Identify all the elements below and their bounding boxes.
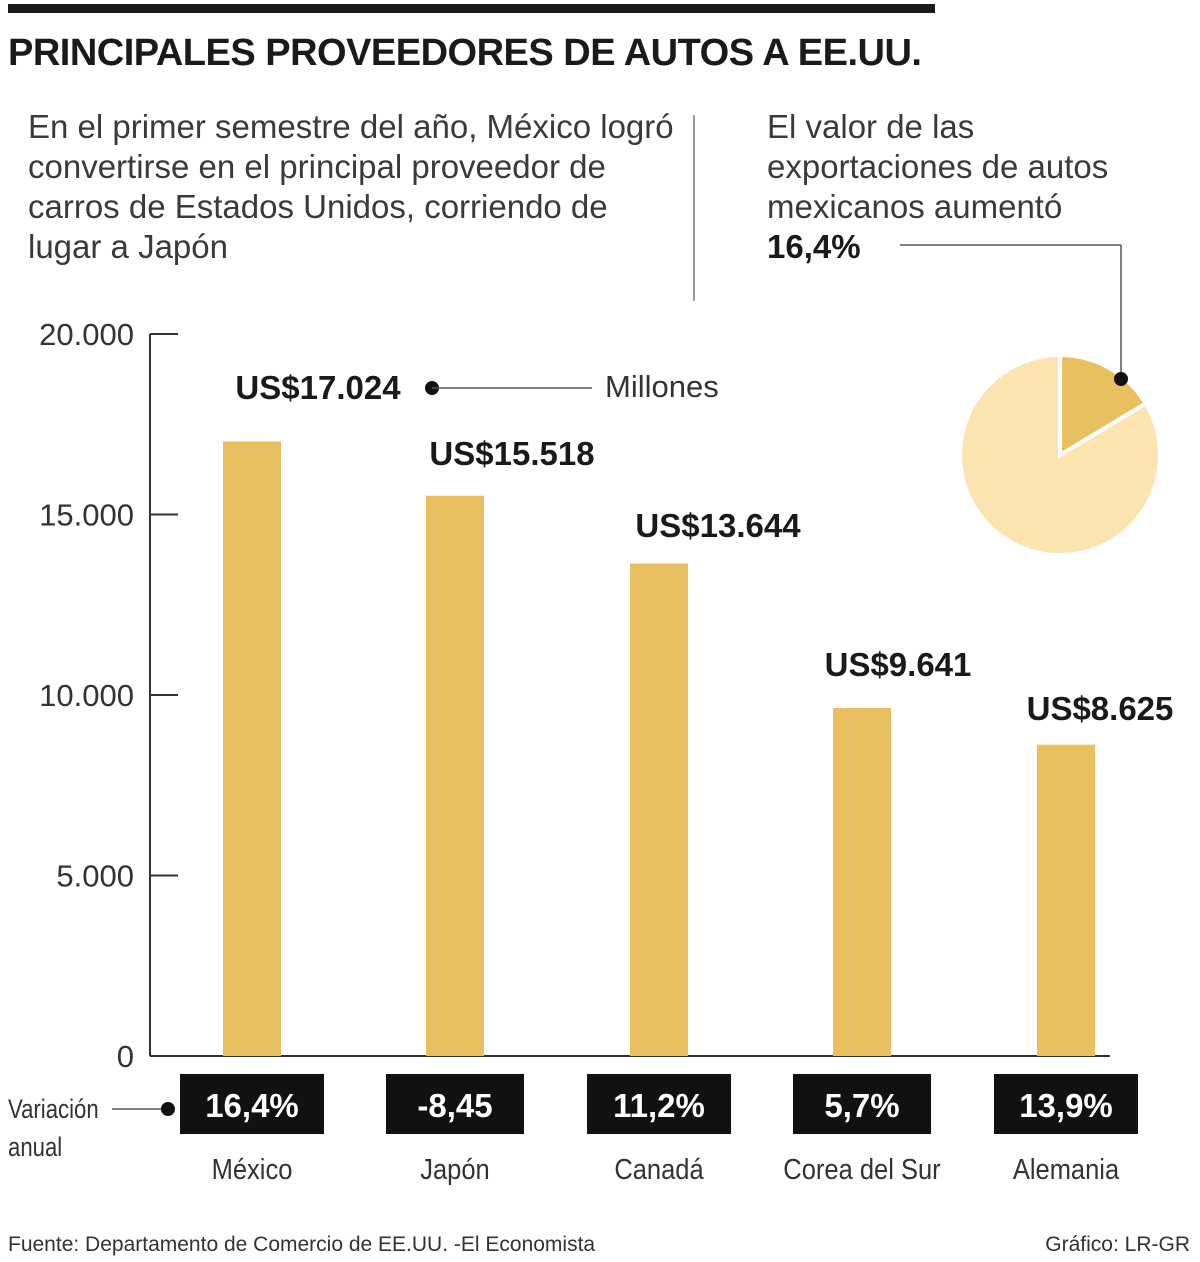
bar: [223, 441, 281, 1056]
intro-text: En el primer semestre del año, México lo…: [28, 108, 674, 265]
category-label: Alemania: [1013, 1152, 1120, 1185]
bar-value-label: US$8.625: [1027, 690, 1174, 727]
y-tick-label: 5.000: [56, 859, 134, 894]
annual-change-value: 11,2%: [613, 1087, 705, 1124]
annual-change-label: Variación anual: [8, 1094, 99, 1162]
bar: [630, 563, 688, 1056]
annual-change-box: [180, 1074, 324, 1134]
bar: [1037, 744, 1095, 1056]
bar: [426, 495, 484, 1057]
pie-note: El valor de las exportaciones de autos m…: [767, 107, 1187, 267]
pie-leader-dot: [1114, 372, 1128, 386]
category-label: Canadá: [614, 1152, 704, 1185]
annual-change-box: [587, 1074, 731, 1134]
annual-change-leader-dot: [161, 1102, 175, 1116]
credit-note: Gráfico: LR-GR: [1045, 1233, 1190, 1256]
annual-change-value: -8,45: [417, 1087, 492, 1124]
bar-value-label: US$9.641: [825, 646, 972, 683]
annual-change-value: 13,9%: [1019, 1087, 1113, 1124]
annual-change-box: [386, 1074, 524, 1134]
bar-value-label: US$17.024: [235, 369, 401, 406]
source-note: Fuente: Departamento de Comercio de EE.U…: [8, 1233, 596, 1256]
pie-note-text: El valor de las exportaciones de autos m…: [767, 108, 1109, 225]
vertical-divider: [693, 115, 695, 301]
pie-note-value: 16,4%: [767, 228, 861, 265]
annual-change-box: [793, 1074, 931, 1134]
category-label: México: [212, 1152, 293, 1185]
category-label: Japón: [420, 1152, 489, 1185]
y-tick-label: 0: [117, 1039, 134, 1074]
y-tick-label: 20.000: [39, 317, 134, 352]
annual-change-value: 5,7%: [824, 1087, 899, 1124]
pie-slice: [958, 352, 1162, 557]
annual-change-value: 16,4%: [205, 1087, 299, 1124]
page-title: PRINCIPALES PROVEEDORES DE AUTOS A EE.UU…: [8, 32, 922, 74]
annual-change-box: [994, 1074, 1138, 1134]
bar-value-label: US$15.518: [429, 435, 594, 472]
category-label: Corea del Sur: [783, 1152, 940, 1185]
unit-label: Millones: [605, 369, 719, 404]
bar-value-label: US$13.644: [635, 507, 801, 544]
y-tick-label: 10.000: [39, 678, 134, 713]
bar: [833, 707, 891, 1056]
top-rule: [8, 4, 935, 13]
y-tick-label: 15.000: [39, 498, 134, 533]
